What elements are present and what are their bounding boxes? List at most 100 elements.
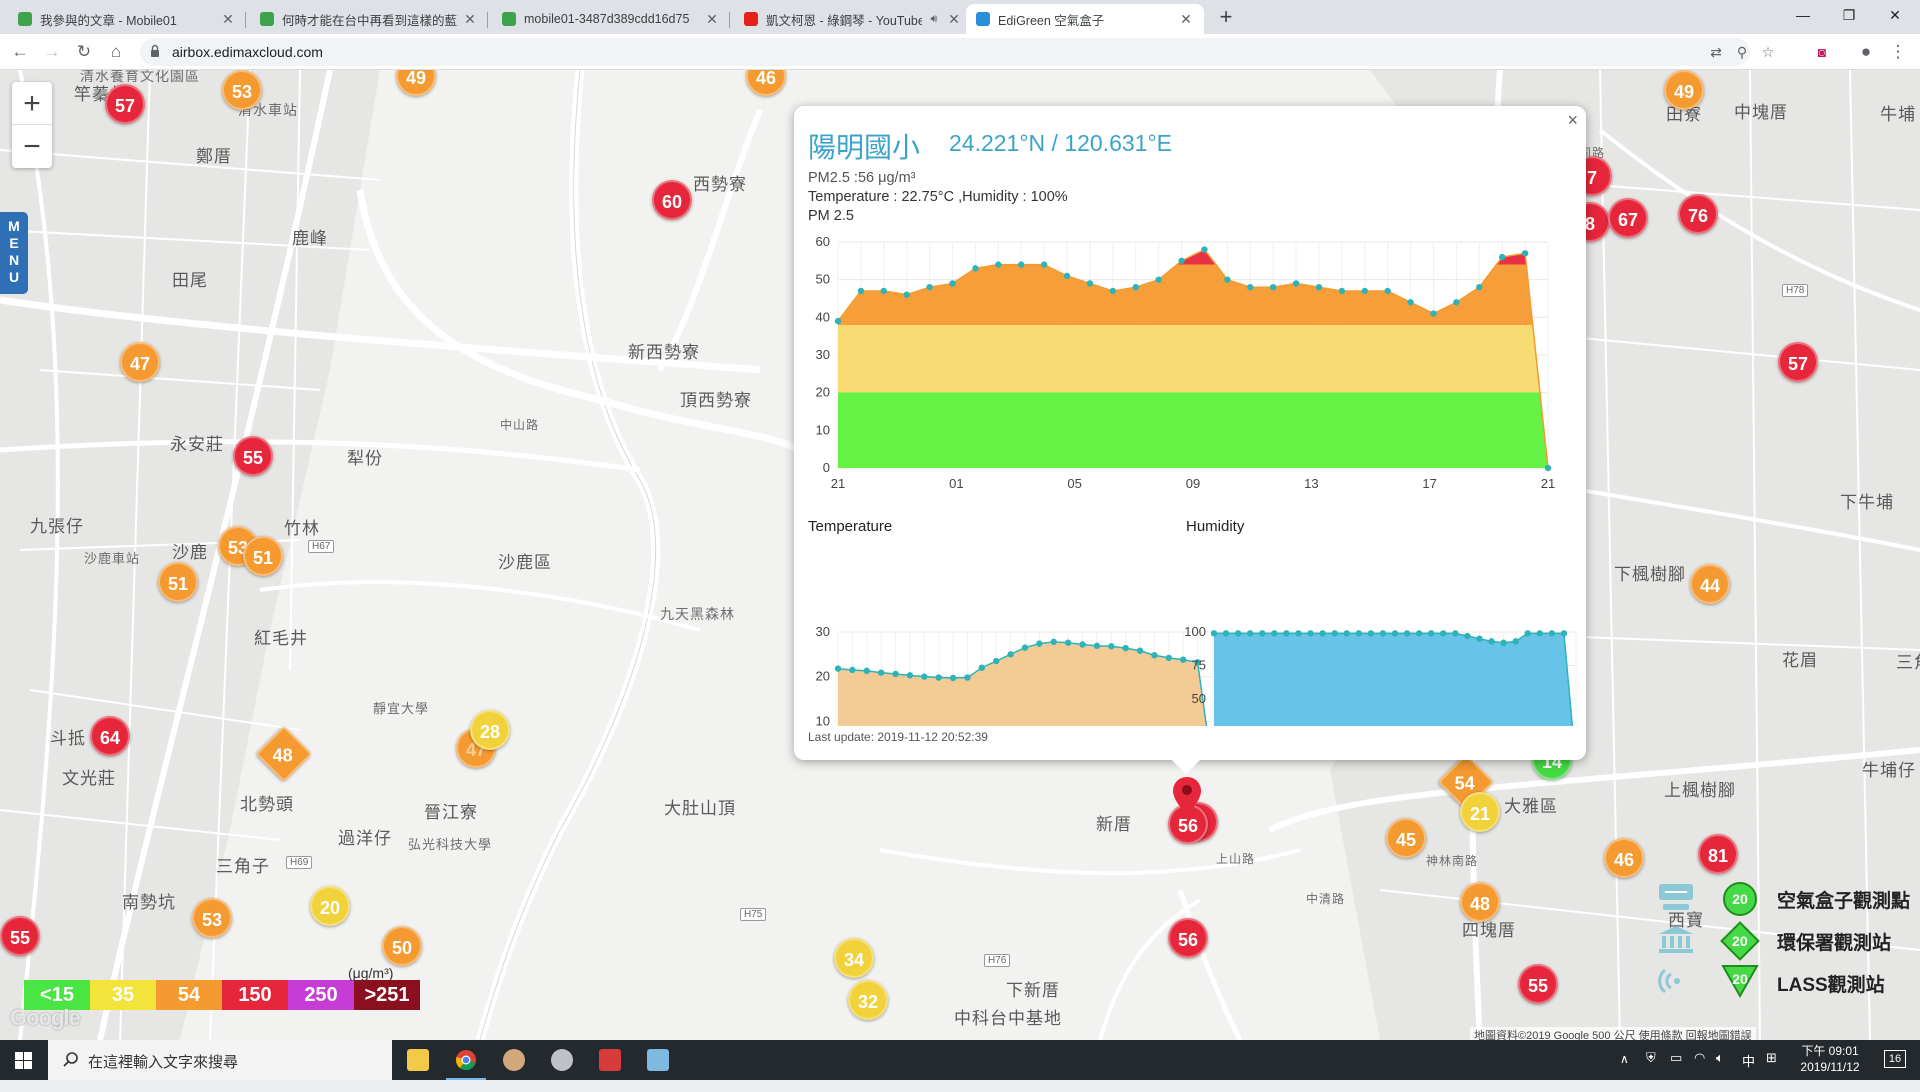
humidity-point (1524, 630, 1531, 637)
humidity-point (1415, 630, 1423, 637)
humidity-point (1295, 630, 1302, 637)
new-tab-button[interactable]: + (1219, 4, 1233, 29)
minimize-icon[interactable]: — (1796, 7, 1810, 23)
tab-title: 我參與的文章 - Mobile01 (40, 13, 177, 28)
air-quality-marker[interactable]: 46 (1604, 838, 1644, 878)
tab-mobile01-image[interactable]: mobile01-3487d389cdd16d75 ✕ (492, 4, 730, 34)
taskbar-clock[interactable]: 下午 09:01 2019/11/12 (1790, 1043, 1870, 1075)
air-quality-marker[interactable]: 51 (243, 536, 283, 576)
air-quality-marker[interactable]: 45 (1386, 818, 1426, 858)
more-menu-icon[interactable]: ⋮ (1889, 42, 1907, 61)
tab-close-icon[interactable]: ✕ (222, 11, 234, 27)
air-quality-marker[interactable]: 55 (233, 436, 273, 476)
air-quality-marker[interactable]: 55 (0, 916, 40, 956)
app-pinned[interactable] (586, 1040, 634, 1080)
pm25-point (1109, 287, 1117, 295)
forward-arrow-icon[interactable]: → (43, 42, 61, 61)
humidity-point (1259, 630, 1266, 637)
air-quality-marker[interactable]: 51 (158, 562, 198, 602)
mobile01-favicon-icon (502, 12, 516, 26)
notification-center-badge[interactable]: 16 (1884, 1050, 1906, 1068)
app-pinned[interactable] (634, 1040, 682, 1080)
tray-wifi-icon[interactable]: ◠ (1694, 1050, 1706, 1065)
back-arrow-icon[interactable]: ← (11, 42, 29, 61)
zoom-out-button[interactable]: − (23, 130, 41, 163)
home-icon[interactable]: ⌂ (110, 42, 122, 61)
humidity-chart-title: Humidity (1186, 518, 1245, 535)
speaker-icon[interactable]: 🔊︎ (930, 13, 938, 25)
air-quality-marker[interactable]: 67 (1608, 198, 1648, 238)
app-pinned[interactable] (490, 1040, 538, 1080)
restore-icon[interactable]: ❐ (1842, 7, 1856, 23)
taskbar-search-box[interactable]: 在這裡輸入文字來搜尋 (48, 1040, 392, 1080)
air-quality-marker[interactable]: 76 (1678, 194, 1718, 234)
air-quality-marker[interactable]: 57 (1778, 342, 1818, 382)
close-window-icon[interactable]: ✕ (1889, 7, 1901, 23)
tray-ime[interactable]: 中 (1742, 1054, 1756, 1069)
temperature-point (1050, 638, 1057, 646)
humidity-point (1319, 630, 1326, 637)
tab-close-icon[interactable]: ✕ (948, 11, 960, 27)
air-quality-marker[interactable]: 53 (222, 70, 262, 110)
tab-mobile01-articles[interactable]: 我參與的文章 - Mobile01 ✕ (8, 4, 246, 34)
air-quality-marker[interactable]: 48 (1460, 882, 1500, 922)
air-quality-marker[interactable]: 46 (746, 70, 786, 96)
tab-youtube[interactable]: 凱文柯恩 - 綠鋼琴 - YouTube 🔊︎ ✕ (734, 4, 972, 34)
legend-marker-diamond: 20 (1720, 921, 1760, 961)
air-quality-marker[interactable]: 34 (834, 938, 874, 978)
zoom-in-button[interactable]: + (12, 82, 52, 125)
translate-icon[interactable]: ⇄ (1710, 44, 1722, 60)
place-label: 三角 (1896, 653, 1920, 672)
tray-security-icon[interactable]: ⛨ (1646, 1050, 1656, 1065)
air-quality-marker[interactable]: 47 (120, 342, 160, 382)
chrome-app[interactable] (442, 1040, 490, 1080)
air-quality-marker[interactable]: 50 (382, 926, 422, 966)
tab-close-icon[interactable]: ✕ (464, 11, 476, 27)
zoom-icon[interactable]: ⚲ (1736, 44, 1748, 60)
tray-volume-icon[interactable]: 🔈︎ (1716, 1050, 1724, 1065)
air-quality-marker[interactable]: 20 (310, 886, 350, 926)
temperature-chart-title: Temperature (808, 518, 893, 535)
pm25-point (1132, 284, 1139, 291)
extension-icon[interactable]: ◙ (1817, 44, 1827, 60)
bookmark-star-icon[interactable]: ☆ (1761, 44, 1775, 60)
address-bar[interactable]: airbox.edimaxcloud.com ⇄ ⚲ ☆ (140, 38, 1774, 66)
tab-close-icon[interactable]: ✕ (706, 11, 718, 27)
air-quality-marker[interactable]: 32 (848, 980, 888, 1020)
youtube-favicon-icon (744, 12, 758, 26)
air-quality-marker[interactable]: 60 (652, 180, 692, 220)
air-quality-marker[interactable]: 56 (1168, 918, 1208, 958)
air-quality-marker[interactable]: 55 (1518, 964, 1558, 1004)
tray-chevron-icon[interactable]: ∧ (1620, 1052, 1629, 1066)
y-tick-label: 25 (1192, 725, 1206, 727)
clock-time: 下午 09:01 (1801, 1044, 1859, 1058)
profile-icon[interactable]: ● (1860, 42, 1872, 61)
air-quality-marker[interactable]: 64 (90, 716, 130, 756)
tab-close-icon[interactable]: ✕ (1180, 11, 1192, 27)
air-quality-marker[interactable]: 44 (1690, 564, 1730, 604)
air-quality-marker[interactable]: 28 (470, 710, 510, 750)
selected-location-pin-icon[interactable] (1172, 776, 1202, 816)
tray-battery-icon[interactable]: ▭ (1670, 1050, 1683, 1065)
humidity-point (1560, 630, 1568, 637)
tab-edigreen[interactable]: EdiGreen 空氣盒子 ✕ (966, 4, 1204, 34)
tray-keyboard-icon[interactable]: ⊞ (1766, 1050, 1777, 1065)
pm25-point (1292, 280, 1300, 287)
place-label: 九天黑森林 (660, 606, 735, 622)
air-quality-marker[interactable]: 81 (1698, 834, 1738, 874)
tab-title: 何時才能在台中再看到這樣的藍天 (282, 13, 458, 28)
app-pinned[interactable] (538, 1040, 586, 1080)
file-explorer-app[interactable] (394, 1040, 442, 1080)
windows-start-icon[interactable] (0, 1040, 48, 1080)
air-quality-marker[interactable]: 53 (192, 898, 232, 938)
air-quality-marker[interactable]: 57 (105, 84, 145, 124)
popup-close-button[interactable]: × (1567, 110, 1578, 130)
pm25-scale-step: 35 (90, 980, 156, 1010)
reload-icon[interactable]: ↻ (76, 42, 92, 61)
air-quality-marker[interactable]: 21 (1460, 792, 1500, 832)
air-quality-marker[interactable]: 49 (1664, 70, 1704, 110)
tab-taichung-bluesky[interactable]: 何時才能在台中再看到這樣的藍天 ✕ (250, 4, 488, 34)
place-label: 晉江寮 (424, 803, 478, 822)
